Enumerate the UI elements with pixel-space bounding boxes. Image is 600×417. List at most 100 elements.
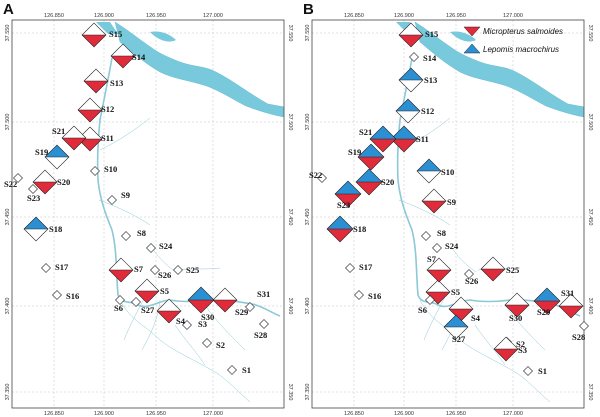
marker-bottom-half: [109, 270, 133, 282]
site-label: S31: [561, 288, 574, 298]
map-frame: [11, 19, 285, 409]
marker-top-half: [399, 68, 423, 80]
marker-top-half: [317, 173, 327, 178]
lat-tick-right: 37.350: [587, 384, 593, 401]
lon-tick-bottom: 126.900: [394, 411, 414, 417]
marker-top-half: [409, 52, 419, 57]
site-label: S28: [572, 332, 585, 342]
lon-tick-bottom: 126.850: [344, 411, 364, 417]
marker-outline: [41, 263, 51, 273]
site-marker-s9: [107, 195, 117, 205]
site-label: S27: [141, 305, 155, 315]
han-river: [114, 21, 284, 118]
site-label: S4: [176, 316, 186, 326]
site-marker-s23: [334, 180, 362, 208]
site-marker-s12: [77, 97, 103, 123]
site-marker-s29: [212, 287, 238, 313]
marker-bottom-half: [182, 325, 192, 330]
marker-bottom-half: [146, 248, 156, 253]
marker-bottom-half: [370, 139, 396, 152]
site-marker-s16: [354, 290, 364, 300]
lat-tick-left: 37.500: [305, 114, 311, 131]
site-marker-s31: [245, 302, 255, 312]
lon-tick-top: 126.900: [394, 13, 414, 19]
marker-top-half: [41, 263, 51, 268]
legend-label: Micropterus salmoides: [483, 27, 563, 36]
site-label: S4: [471, 313, 481, 323]
site-marker-s7: [108, 257, 134, 283]
site-label: S18: [353, 224, 366, 234]
site-marker-s22: [317, 173, 327, 183]
site-label: S13: [424, 75, 437, 85]
marker-bottom-half: [121, 236, 131, 241]
marker-bottom-half: [41, 268, 51, 273]
lat-tick-right: 37.400: [587, 298, 593, 315]
site-marker-s7: [426, 257, 452, 283]
marker-bottom-half: [107, 200, 117, 205]
marker-top-half: [78, 98, 102, 110]
site-label: S8: [437, 228, 446, 238]
marker-bottom-half: [150, 270, 160, 275]
site-label: S11: [416, 134, 429, 144]
marker-top-half: [62, 126, 86, 138]
site-marker-s25: [173, 265, 183, 275]
lat-tick-left: 37.350: [5, 384, 11, 401]
site-marker-s25: [480, 256, 506, 282]
marker-bottom-half: [131, 302, 141, 307]
site-marker-s6: [115, 295, 125, 305]
marker-top-half: [481, 257, 505, 269]
marker-top-half: [107, 195, 117, 200]
tributary: [204, 304, 246, 351]
marker-top-half: [13, 173, 23, 178]
site-label: S29: [537, 307, 550, 317]
marker-outline: [173, 265, 183, 275]
marker-top-half: [396, 99, 420, 111]
lon-tick-bottom: 127.000: [503, 411, 523, 417]
site-label: S24: [445, 241, 459, 251]
marker-bottom-half: [481, 269, 505, 281]
marker-bottom-half: [13, 178, 23, 183]
site-marker-s26: [464, 269, 474, 279]
marker-top-half: [227, 365, 237, 370]
marker-top-half: [135, 279, 159, 291]
marker-bottom-half: [354, 295, 364, 300]
marker-top-half: [90, 166, 100, 171]
marker-bottom-half: [421, 236, 431, 241]
site-label: S5: [160, 286, 169, 296]
site-marker-s2: [202, 338, 212, 348]
marker-top-half: [45, 145, 69, 157]
marker-bottom-half: [559, 306, 583, 318]
lat-tick-left: 37.550: [5, 25, 11, 42]
site-label: S12: [421, 106, 434, 116]
lat-tick-right: 37.350: [287, 384, 293, 401]
site-label: S2: [216, 340, 225, 350]
site-marker-s5: [134, 278, 160, 304]
lat-tick-left: 37.450: [5, 209, 11, 226]
marker-bottom-half: [579, 326, 589, 331]
site-marker-s24: [432, 243, 442, 253]
marker-bottom-half: [399, 80, 423, 92]
site-label: S22: [309, 170, 322, 180]
site-label: S11: [101, 133, 114, 143]
site-label: S7: [134, 264, 144, 274]
marker-outline: [425, 295, 435, 305]
marker-top-half: [579, 321, 589, 326]
site-marker-s24: [146, 243, 156, 253]
marker-bottom-half: [422, 201, 446, 213]
marker-top-half: [245, 302, 255, 307]
marker-top-half: [327, 216, 353, 229]
lat-tick-left: 37.450: [305, 209, 311, 226]
marker-top-half: [523, 366, 533, 371]
marker-bottom-half: [427, 270, 451, 282]
site-marker-s22: [13, 173, 23, 183]
lat-tick-left: 37.550: [305, 25, 311, 42]
site-marker-s13: [398, 67, 424, 93]
marker-bottom-half: [135, 291, 159, 303]
river-islet: [150, 31, 176, 42]
marker-bottom-half: [245, 307, 255, 312]
marker-top-half: [354, 290, 364, 295]
tributary: [174, 324, 206, 366]
tributary: [504, 304, 546, 351]
marker-bottom-half: [409, 57, 419, 62]
tributary: [419, 299, 551, 403]
